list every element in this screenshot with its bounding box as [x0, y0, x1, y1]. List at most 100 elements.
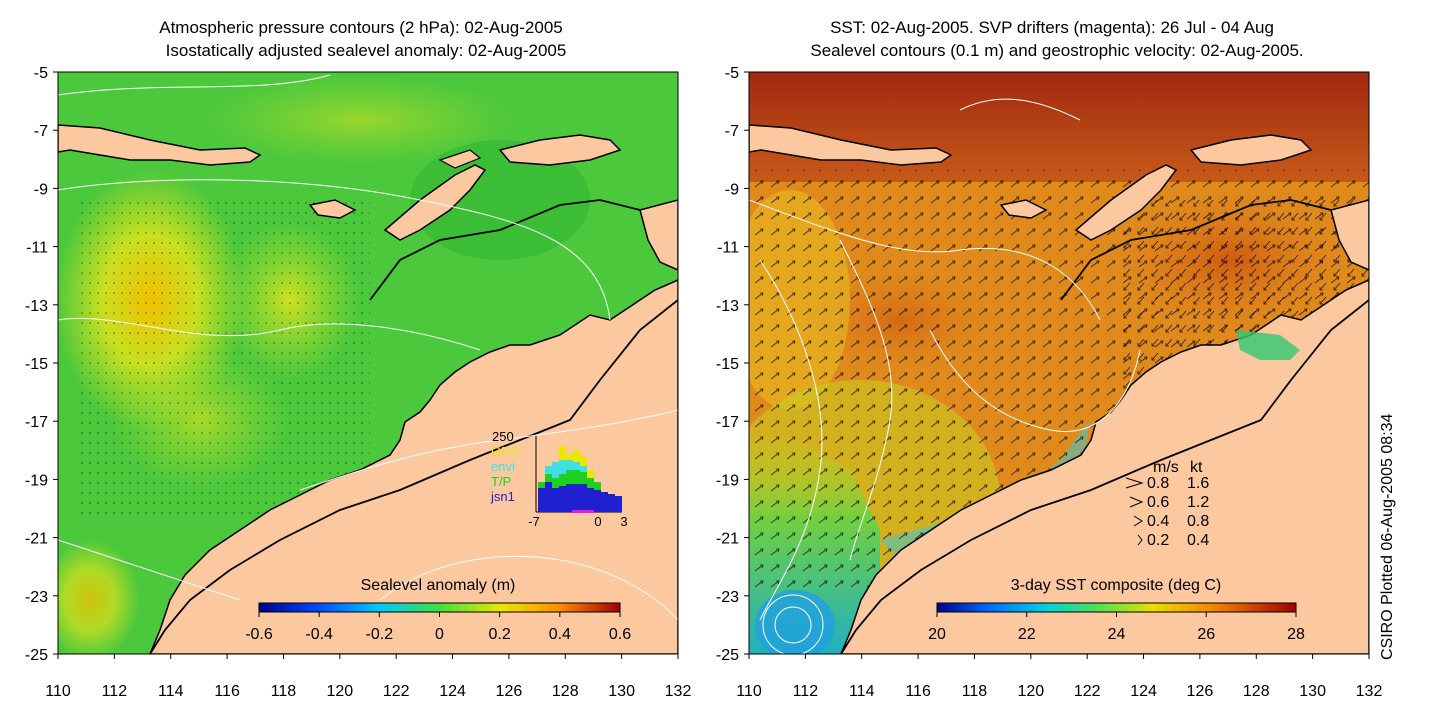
inset-x-tick: 3 [620, 514, 627, 529]
y-tick-label: -5 [725, 65, 739, 82]
eddy-contour [774, 606, 812, 644]
inset-bars [538, 446, 622, 513]
colorbar-tick-label: 24 [1108, 626, 1126, 643]
inset-bar [552, 478, 559, 488]
colorbar-tick-label: 0.6 [609, 626, 631, 643]
left-map-panel: Atmospheric pressure contours (2 hPa): 0… [25, 18, 692, 700]
pressure-contour-1 [58, 179, 611, 321]
colorbar-tick-label: 20 [928, 626, 946, 643]
inset-bar [566, 484, 573, 512]
x-tick-label: 120 [326, 683, 353, 700]
inset-x-tick: 0 [594, 514, 601, 529]
inset-bar [587, 488, 594, 512]
inset-bar [552, 488, 559, 512]
inset-bar [573, 450, 580, 462]
y-tick-label: -23 [716, 589, 739, 606]
inset-bar [538, 482, 545, 488]
colorbar-tick-label: 0.4 [549, 626, 571, 643]
colorbar-tick-label: 28 [1287, 626, 1305, 643]
inset-bar [615, 496, 622, 512]
x-tick-label: 128 [552, 683, 579, 700]
colorbar-tick-label: -0.6 [245, 626, 273, 643]
y-tick-label: -7 [725, 123, 739, 140]
y-tick-label: -15 [716, 356, 739, 373]
y-tick-label: -15 [25, 356, 48, 373]
colorbar-tick-label: 0.2 [489, 626, 511, 643]
inset-bar [559, 460, 566, 474]
inset-bar [580, 484, 587, 512]
x-tick-label: 122 [1074, 683, 1101, 700]
eddy-contour [762, 594, 824, 654]
pressure-contour-2 [58, 317, 481, 351]
colorbar-tick-label: -0.2 [366, 626, 394, 643]
left-title-line1: Atmospheric pressure contours (2 hPa): 0… [159, 18, 562, 37]
australia-land [840, 279, 1369, 654]
inset-legend-item: envi [491, 459, 515, 474]
inset-bar [559, 474, 566, 486]
right-title-line2: Sealevel contours (0.1 m) and geostrophi… [810, 41, 1303, 60]
x-tick-label: 120 [1017, 683, 1044, 700]
sealevel-contour [749, 199, 1101, 321]
inset-bar [573, 484, 580, 512]
colorbar-tick-label: -0.4 [305, 626, 333, 643]
inset-x-tick: -7 [528, 514, 540, 529]
island-timor [383, 164, 487, 241]
colorbar-tick-label: 0 [435, 626, 444, 643]
inset-bar [587, 478, 594, 488]
x-tick-label: 132 [665, 683, 692, 700]
y-tick-label: -11 [26, 240, 48, 257]
left-colorbar [258, 602, 621, 613]
x-tick-label: 130 [1299, 683, 1326, 700]
x-tick-label: 114 [849, 683, 875, 700]
right-colorbar-ticks: 20 22 24 26 28 [928, 612, 1305, 643]
x-tick-label: 118 [271, 683, 297, 700]
pressure-contour-5 [379, 555, 678, 621]
inset-bar [552, 462, 559, 478]
velocity-key-arrow [1125, 477, 1144, 489]
velocity-key-kt: 0.8 [1187, 513, 1209, 530]
x-tick-label: 126 [1187, 683, 1214, 700]
y-tick-label: -9 [725, 181, 739, 198]
colorbar-tick-label: 26 [1197, 626, 1215, 643]
velocity-key-ms: 0.6 [1147, 494, 1169, 511]
velocity-key-rows: 0.8 1.6 0.6 1.2 0.4 0.8 0.2 0.4 [1125, 475, 1209, 549]
x-tick-label: 122 [383, 683, 410, 700]
left-x-axis: 110 112 114 116 118 120 122 124 126 128 130 132 [45, 654, 691, 700]
inset-legend-item: T/P [491, 474, 511, 489]
inset-bar [566, 470, 573, 484]
y-tick-label: -21 [716, 531, 739, 548]
y-tick-label: -13 [716, 298, 739, 315]
y-tick-label: -25 [25, 647, 48, 664]
island-sumba [308, 199, 357, 219]
inset-bar [587, 470, 594, 478]
x-tick-label: 112 [793, 683, 819, 700]
y-tick-label: -17 [716, 414, 739, 431]
plot-credit: CSIRO Plotted 06-Aug-2005 08:34 [1379, 414, 1396, 660]
left-title-line2: Isostatically adjusted sealevel anomaly:… [166, 41, 567, 60]
shelf-break-contour [149, 299, 678, 654]
x-tick-label: 124 [439, 683, 466, 700]
inset-bar [580, 456, 587, 466]
gulf-cool-water [1236, 330, 1300, 360]
inset-legend-item: GFO [491, 444, 519, 459]
colorbar-tick-label: 22 [1018, 626, 1036, 643]
x-tick-label: 132 [1356, 683, 1383, 700]
x-tick-label: 116 [905, 683, 931, 700]
left-map-area [58, 72, 678, 654]
island-wetar [1189, 134, 1313, 166]
right-map-area [749, 72, 1369, 654]
inset-bar [545, 466, 552, 474]
island-wetar [498, 134, 622, 166]
velocity-key-kt: 1.2 [1187, 494, 1209, 511]
inset-bar [580, 466, 587, 472]
y-tick-label: -9 [34, 181, 48, 198]
inset-bar [601, 492, 608, 512]
sla-high-southwest [58, 540, 140, 654]
inset-bar [538, 488, 545, 512]
x-tick-label: 110 [736, 683, 762, 700]
australia-land [149, 279, 678, 654]
island-java-bali [749, 124, 953, 166]
